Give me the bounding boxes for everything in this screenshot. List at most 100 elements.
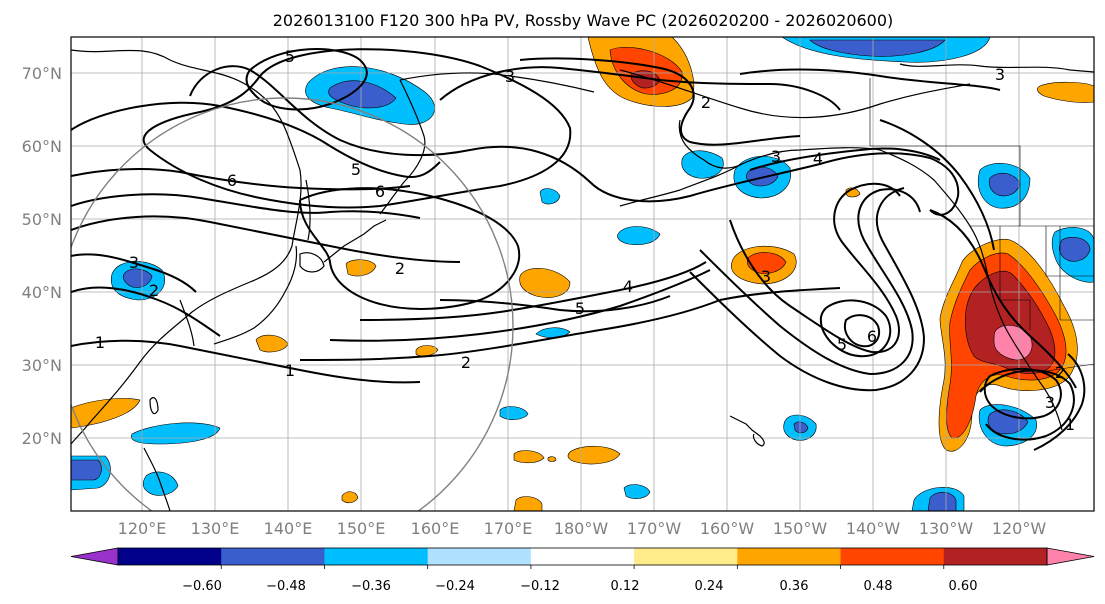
shade-pos-dateline — [519, 267, 571, 298]
contour-trough-5 — [729, 182, 901, 354]
border-canada-provinces — [869, 78, 1021, 226]
shade-neg-small-1 — [539, 188, 561, 205]
contour-1-west — [71, 339, 421, 384]
contour-4-central — [359, 261, 707, 321]
shade-neg-baja-core — [987, 409, 1029, 435]
shade-neg-alaska-core — [746, 166, 779, 187]
coast-hudson — [899, 63, 1094, 73]
contour-2-central — [299, 299, 721, 361]
shade-neg-hawaii-core — [793, 421, 809, 434]
colorbar-tick-label: 0.12 — [611, 579, 640, 594]
shade-neg-sea-japan-core — [122, 268, 153, 288]
map-frame — [70, 36, 1095, 512]
island-hawaii — [729, 415, 765, 447]
contour-labels: 5 5 6 6 3 2 1 2 1 2 5 4 3 2 3 4 5 6 3 3 — [95, 47, 1075, 434]
islands — [149, 179, 765, 447]
colorbar-swatch — [118, 548, 222, 565]
border-us-states-2 — [1045, 226, 1094, 277]
lon-label-120e: 120°E — [118, 519, 167, 538]
border-us-mexico — [1039, 363, 1094, 373]
lon-label-180w: 180°W — [554, 519, 609, 538]
contour-4-wide — [189, 65, 960, 216]
contour-3-north — [439, 66, 841, 111]
colorbar-tick-label: −0.12 — [520, 579, 560, 594]
contour-baja-loop-2 — [979, 369, 1075, 441]
pv-contours — [71, 48, 1086, 451]
contour-label-6-kuril: 6 — [375, 182, 385, 201]
figure-title: 2026013100 F120 300 hPa PV, Rossby Wave … — [273, 11, 894, 30]
lat-label-30n: 30°N — [22, 356, 62, 375]
shade-neg-north-edge-core — [809, 39, 946, 57]
contour-trough-6-inner — [819, 299, 892, 358]
contour-2-north — [519, 57, 801, 146]
colorbar-tick-label: 0.48 — [864, 579, 893, 594]
contour-1-right — [879, 119, 995, 251]
shade-pos-pacific-small — [415, 345, 439, 357]
contour-label-2-south: 2 — [461, 353, 471, 372]
colorbar-swatch — [943, 548, 1048, 565]
contour-2-west — [71, 286, 221, 337]
colorbar-tick-label: 0.24 — [695, 579, 724, 594]
contour-label-5-sea-okhotsk: 5 — [351, 160, 361, 179]
shade-pos-south-3 — [341, 491, 359, 504]
map-panel: 5 5 6 6 3 2 1 2 1 2 5 4 3 2 3 4 5 6 3 3 — [70, 36, 1095, 512]
lon-label-170w: 170°W — [627, 519, 682, 538]
lon-label-160e: 160°E — [411, 519, 460, 538]
island-sakhalin — [305, 179, 311, 241]
contour-trough-6 — [844, 314, 880, 348]
lat-label-40n: 40°N — [22, 283, 62, 302]
contour-label-1-west: 1 — [95, 333, 105, 352]
contour-2-east — [719, 287, 841, 301]
colorbar-tick-label: 0.60 — [949, 579, 978, 594]
graticule — [71, 37, 1094, 511]
lat-label-50n: 50°N — [22, 210, 62, 229]
lat-labels: 70°N 60°N 50°N 40°N 30°N 20°N — [22, 64, 62, 448]
colorbar-tick-label: 0.36 — [780, 579, 809, 594]
colorbar-frame — [117, 547, 1048, 566]
shade-neg-south-6-core — [927, 491, 957, 511]
coast-korea — [179, 299, 195, 347]
contour-label-2-alaska: 2 — [701, 93, 711, 112]
shade-pos-northeast — [1037, 81, 1094, 103]
colorbar-tick-label: −0.24 — [435, 579, 475, 594]
contour-6-okhotsk-loop — [245, 48, 368, 111]
lat-label-20n: 20°N — [22, 429, 62, 448]
colorbar-swatch — [427, 548, 532, 565]
shade-neg-usa-core — [1058, 237, 1091, 262]
colorbar-extend-low — [70, 547, 119, 566]
border-us-states-3 — [1059, 226, 1094, 321]
contour-label-4-central: 4 — [623, 277, 633, 296]
coastlines — [71, 49, 1094, 511]
contour-trough-4 — [699, 188, 921, 376]
colorbar-tick-label: −0.60 — [182, 579, 222, 594]
lon-label-150w: 150°W — [773, 519, 828, 538]
contour-5-big-loop — [142, 48, 572, 209]
lon-label-170e: 170°E — [484, 519, 533, 538]
coast-chukotka — [399, 72, 595, 93]
shade-neg-canada-core — [988, 172, 1021, 197]
contour-label-5-top: 5 — [285, 47, 295, 66]
contour-5-west-loop — [71, 101, 441, 178]
border-us-states-1 — [999, 226, 1031, 330]
shade-pos-south-2 — [513, 450, 545, 464]
contour-4-west — [71, 215, 461, 263]
contour-3-west — [71, 253, 197, 293]
coast-asia-east — [71, 49, 302, 445]
contour-3-central — [329, 269, 711, 342]
contour-5-west — [71, 193, 421, 219]
shade-neg-small-3 — [535, 327, 571, 338]
analysis-circle — [71, 97, 514, 511]
contour-label-6-west: 6 — [227, 171, 237, 190]
lon-label-140e: 140°E — [264, 519, 313, 538]
contour-label-6-trough: 6 — [867, 327, 877, 346]
colorbar-swatch — [324, 548, 429, 565]
contour-trough-3 — [689, 187, 926, 392]
contour-4-gulf — [749, 147, 941, 171]
island-hokkaido — [299, 252, 325, 273]
lat-label-70n: 70°N — [22, 64, 62, 83]
contour-label-1-baja: 1 — [1065, 415, 1075, 434]
contour-label-1-south: 1 — [285, 361, 295, 380]
colorbar-swatch — [737, 548, 842, 565]
lon-label-140w: 140°W — [846, 519, 901, 538]
